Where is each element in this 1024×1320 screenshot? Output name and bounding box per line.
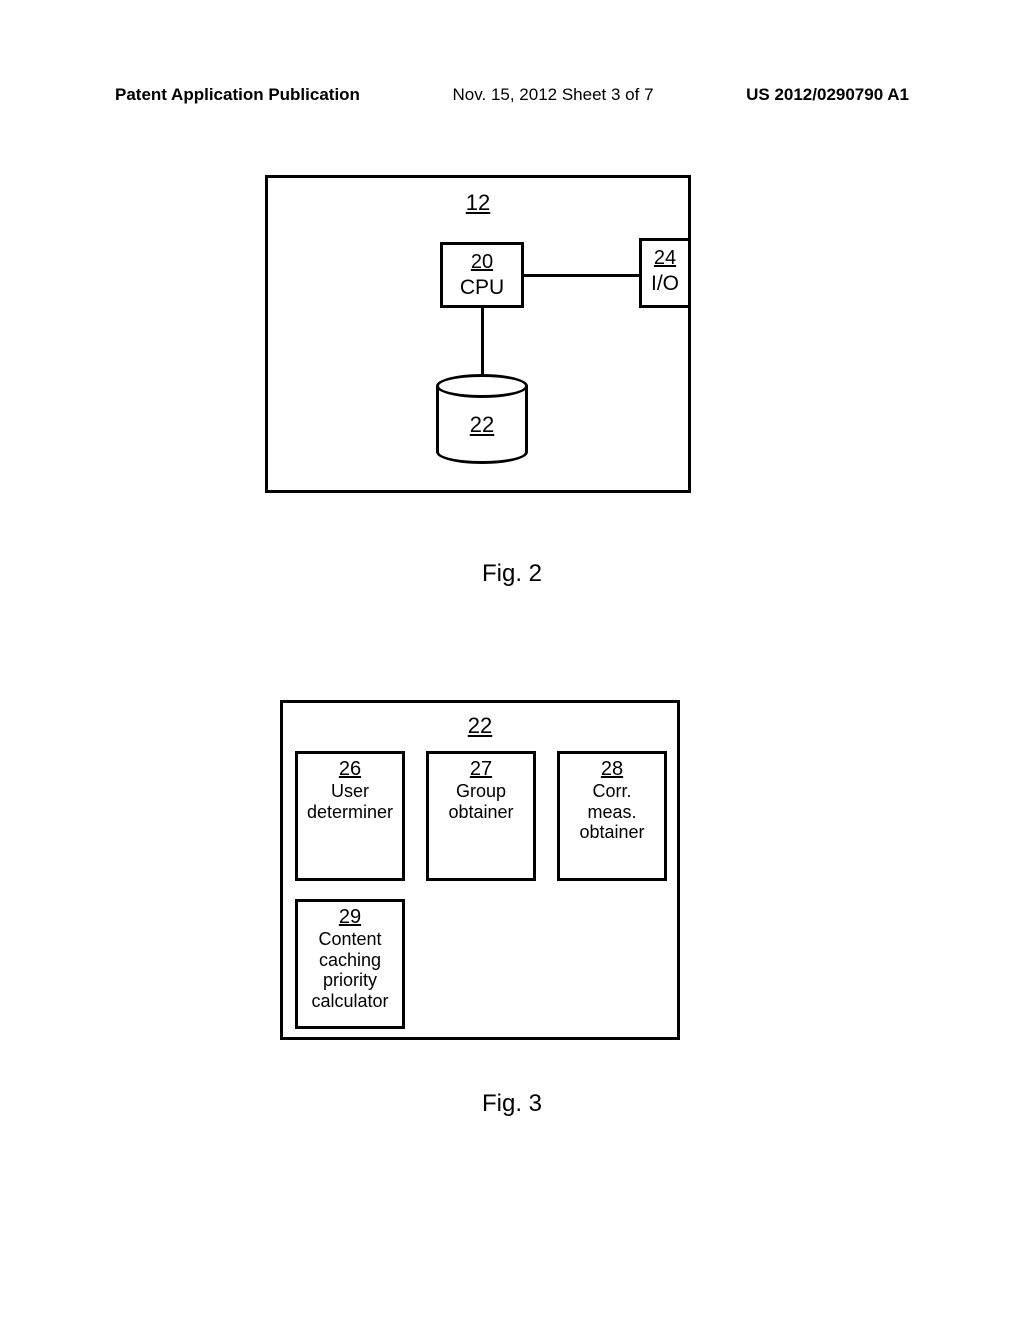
module-ref-27: 27 xyxy=(429,758,533,781)
module-ref-28: 28 xyxy=(560,758,664,781)
module-ref-29: 29 xyxy=(298,906,402,929)
figure2-caption: Fig. 2 xyxy=(482,560,542,588)
module-29-line4: calculator xyxy=(298,991,402,1012)
module-27-line2: obtainer xyxy=(429,802,533,823)
figure2-system-block: 12 20 CPU 24 I/O 22 xyxy=(265,175,691,493)
group-obtainer-module: 27 Group obtainer xyxy=(426,751,536,881)
io-block: 24 I/O xyxy=(639,238,691,308)
cylinder-bottom-arc xyxy=(436,440,528,464)
storage-ref-number: 22 xyxy=(436,412,528,438)
cpu-ref-number: 20 xyxy=(443,251,521,274)
header-date-sheet: Nov. 15, 2012 Sheet 3 of 7 xyxy=(453,85,654,105)
io-ref-number: 24 xyxy=(642,247,688,270)
module-28-line1: Corr. xyxy=(560,781,664,802)
cpu-storage-connector xyxy=(481,308,484,374)
module-28-line2: meas. xyxy=(560,802,664,823)
header-patent-number: US 2012/0290790 A1 xyxy=(746,85,909,105)
cpu-block: 20 CPU xyxy=(440,242,524,308)
module-27-line1: Group xyxy=(429,781,533,802)
cylinder-top-ellipse xyxy=(436,374,528,398)
io-label: I/O xyxy=(642,272,688,296)
module-29-line3: priority xyxy=(298,970,402,991)
figure3-memory-block: 22 26 User determiner 27 Group obtainer … xyxy=(280,700,680,1040)
figure2-container-ref: 12 xyxy=(466,190,490,216)
corr-meas-obtainer-module: 28 Corr. meas. obtainer xyxy=(557,751,667,881)
cpu-io-connector xyxy=(524,274,640,277)
storage-cylinder: 22 xyxy=(436,374,528,464)
module-26-line1: User xyxy=(298,781,402,802)
figure3-caption: Fig. 3 xyxy=(482,1090,542,1118)
figure3-container-ref: 22 xyxy=(468,713,492,739)
module-28-line3: obtainer xyxy=(560,822,664,843)
content-caching-priority-calculator-module: 29 Content caching priority calculator xyxy=(295,899,405,1029)
module-29-line1: Content xyxy=(298,929,402,950)
module-ref-26: 26 xyxy=(298,758,402,781)
header-publication-type: Patent Application Publication xyxy=(115,85,360,105)
module-29-line2: caching xyxy=(298,950,402,971)
user-determiner-module: 26 User determiner xyxy=(295,751,405,881)
cpu-label: CPU xyxy=(443,276,521,300)
page-header: Patent Application Publication Nov. 15, … xyxy=(115,85,909,105)
module-26-line2: determiner xyxy=(298,802,402,823)
